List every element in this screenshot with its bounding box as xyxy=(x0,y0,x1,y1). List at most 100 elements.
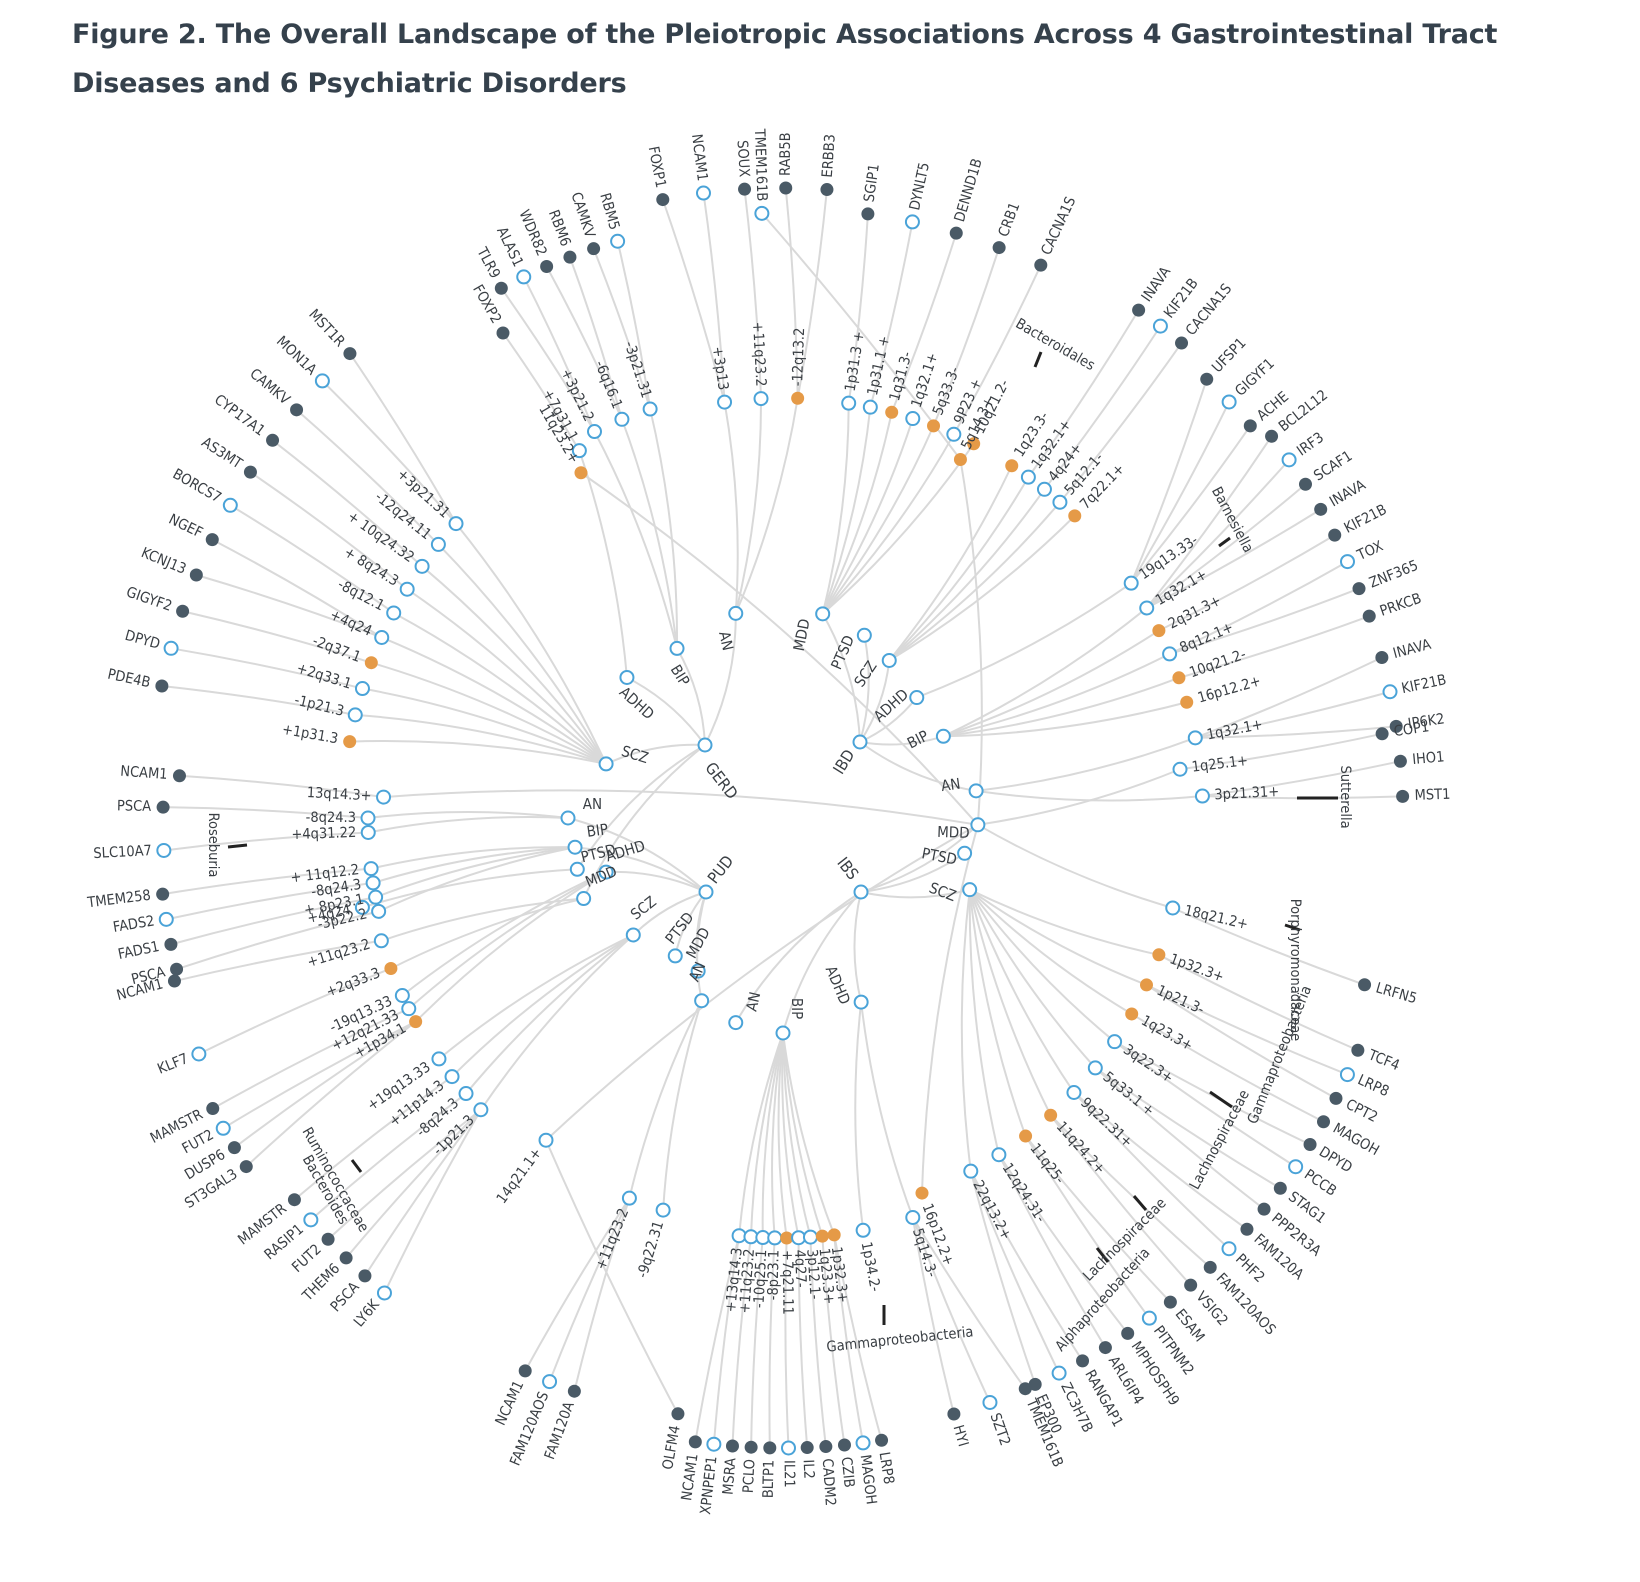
pud-branch-mdd xyxy=(690,963,706,979)
gene-label-szt2: SZT2 xyxy=(986,1411,1012,1448)
edge xyxy=(734,398,799,614)
pud-branch-an xyxy=(560,810,576,826)
gene-xpnpep1 xyxy=(706,1436,722,1452)
edge xyxy=(1145,435,1273,609)
locus-16p12-2 xyxy=(1180,695,1194,709)
locus-label-7q21-11: +7q21.11 xyxy=(779,1250,796,1315)
hub-label-ibs: IBS xyxy=(833,854,862,884)
gene-label-phf2: PHF2 xyxy=(1232,1251,1267,1286)
gene-il2 xyxy=(800,1441,814,1455)
edge xyxy=(743,189,763,399)
edge xyxy=(176,910,379,971)
locus-6q16-1 xyxy=(614,411,630,427)
locus-8q24-3 xyxy=(399,581,415,597)
locus-2q31-3 xyxy=(1152,624,1166,638)
gene-kif21b xyxy=(1328,528,1342,542)
locus-label-1p31-3: 1p31.3 + xyxy=(843,330,868,392)
locus-5q14-3 xyxy=(953,453,967,467)
edge xyxy=(163,806,369,819)
edge xyxy=(605,743,706,765)
edge xyxy=(968,889,1116,1043)
edge xyxy=(437,543,607,765)
microbiota-tick xyxy=(350,1159,363,1173)
locus-16p12-2 xyxy=(915,1186,929,1200)
edge xyxy=(796,189,828,399)
locus-label-1q23-3: 1q23.3+ xyxy=(816,1247,837,1305)
ibd-branch-scz xyxy=(881,652,897,668)
gerd-branch-adhd xyxy=(619,669,635,685)
gene-label-slc10a7: SLC10A7 xyxy=(93,843,152,862)
edge xyxy=(821,407,872,615)
gene-label-il2: IL2 xyxy=(800,1459,817,1479)
gene-label-tox: TOX xyxy=(1354,538,1385,564)
gene-label-znf365: ZNF365 xyxy=(1367,558,1420,592)
gene-stag1 xyxy=(1273,1181,1287,1195)
microbiota-label-roseburia: Roseburia xyxy=(205,813,221,878)
gene-as3mt xyxy=(243,465,257,479)
edge xyxy=(960,889,972,1172)
edge xyxy=(368,816,569,834)
pud-branch-an xyxy=(694,993,710,1009)
microbiota-label-porphyromonadaceae: Porphyromonadaceae xyxy=(1287,899,1303,1041)
gene-label-mon1a: MON1A xyxy=(273,333,319,378)
locus-8q12-1 xyxy=(386,605,402,621)
gene-label-klf7: KLF7 xyxy=(155,1051,190,1078)
gene-dennd1b xyxy=(949,226,963,240)
gene-label-hyi: HYI xyxy=(950,1423,971,1448)
gene-rbm5 xyxy=(610,233,626,249)
gene-ip6k2 xyxy=(1389,719,1403,733)
locus-label-3p21-31: -3p21.31 xyxy=(621,339,654,400)
edge xyxy=(784,187,799,399)
gene-label-fads2: FADS2 xyxy=(112,913,156,936)
edge xyxy=(616,241,652,410)
locus-8q24-3 xyxy=(365,875,381,891)
edge xyxy=(723,401,739,614)
gene-gigyf2 xyxy=(176,604,190,618)
locus-13q14-3 xyxy=(376,789,392,805)
edge xyxy=(522,276,596,432)
edge xyxy=(626,676,706,746)
ibs-branch-ptsd xyxy=(957,845,973,861)
edge xyxy=(1073,1091,1248,1231)
locus-label-12q24-31: 12q24.31- xyxy=(999,1161,1049,1226)
edge xyxy=(959,459,983,825)
locus-5q12-1 xyxy=(1052,494,1068,510)
edge xyxy=(574,846,707,893)
locus-1q32-1 xyxy=(1139,600,1155,616)
gene-label-ufsp1: UFSP1 xyxy=(1209,335,1249,376)
edge xyxy=(661,199,726,403)
gene-label-camkv: CAMKV xyxy=(567,190,597,239)
gene-lrp8 xyxy=(875,1433,889,1447)
edge xyxy=(859,741,977,792)
edge xyxy=(545,1139,679,1415)
edge xyxy=(573,1197,631,1392)
edge xyxy=(821,425,935,615)
locus-1p32-3 xyxy=(1152,948,1166,962)
edge xyxy=(969,1170,1084,1362)
gene-label-dennd1b: DENND1B xyxy=(952,157,986,224)
gerd-branch-label-mdd: MDD xyxy=(583,862,620,891)
locus-label-1q32-1: 1q32.1+ xyxy=(1206,717,1265,743)
gene-magoh xyxy=(855,1435,871,1451)
gene-znf365 xyxy=(1352,582,1366,596)
locus-5q33-3 xyxy=(927,419,941,433)
gene-label-fam120a: FAM120A xyxy=(542,1400,578,1462)
gene-label-camkv: CAMKV xyxy=(246,366,292,408)
gene-fam120a xyxy=(567,1384,581,1398)
edge xyxy=(821,613,861,743)
gene-label-fut2: FUT2 xyxy=(289,1242,324,1276)
edge xyxy=(1114,1040,1311,1146)
edge xyxy=(932,247,1001,427)
microbiota-tick xyxy=(1218,536,1231,548)
locus-2q33-1 xyxy=(354,681,370,697)
edge xyxy=(1059,342,1183,503)
ibd-branch-an xyxy=(968,783,984,799)
edge xyxy=(943,676,1180,738)
locus-1p31-1 xyxy=(862,399,878,415)
nodes-layer xyxy=(155,181,1410,1456)
edge xyxy=(1146,459,1290,609)
gene-ncam1 xyxy=(688,1435,702,1449)
gene-ufsp1 xyxy=(1200,372,1214,386)
gene-label-rbm5: RBM5 xyxy=(596,191,622,232)
gene-inava xyxy=(1314,502,1328,516)
